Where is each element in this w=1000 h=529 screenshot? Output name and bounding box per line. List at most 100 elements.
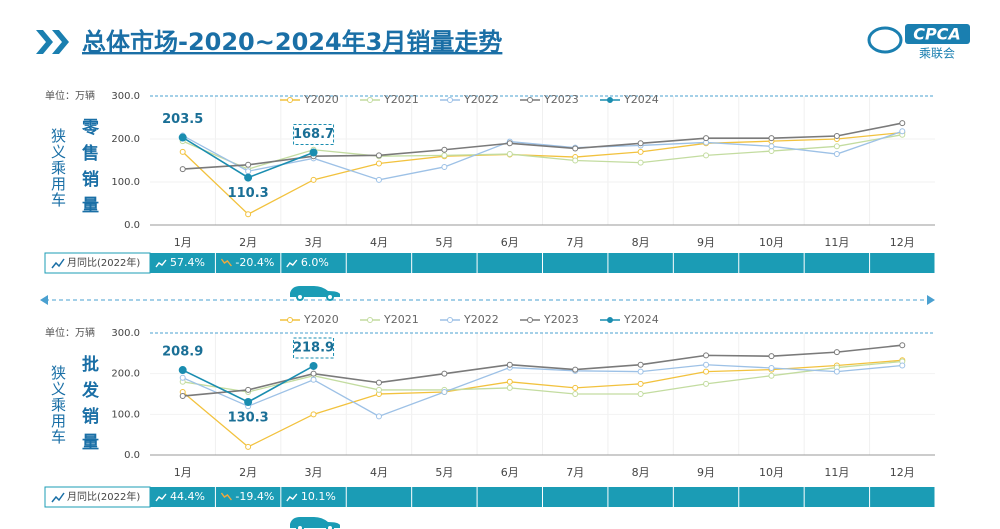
- y-tick-label: 300.0: [111, 91, 140, 102]
- yoy-cell: [543, 487, 608, 507]
- legend-marker: [527, 97, 533, 103]
- yoy-value: 57.4%: [170, 256, 205, 269]
- point: [179, 166, 186, 173]
- point: [441, 370, 448, 377]
- car-wheel: [326, 524, 334, 529]
- legend-marker: [287, 97, 293, 103]
- legend-marker: [447, 317, 453, 323]
- x-tick-label: 11月: [824, 236, 849, 249]
- legend-marker: [367, 317, 373, 323]
- point: [703, 352, 710, 359]
- point: [179, 148, 186, 155]
- x-tick-label: 1月: [174, 236, 192, 249]
- legend-label: Y2020: [303, 93, 339, 106]
- segment-label: 狭义乘用车: [49, 128, 67, 208]
- point: [703, 135, 710, 142]
- x-tick-label: 3月: [305, 466, 323, 479]
- legend-marker: [527, 317, 533, 323]
- point: [572, 366, 579, 373]
- x-tick-label: 4月: [370, 236, 388, 249]
- data-label: 208.9: [162, 345, 203, 360]
- point: [637, 140, 644, 147]
- point: [441, 388, 448, 395]
- point: [375, 176, 382, 183]
- point: [833, 349, 840, 356]
- yoy-label: 月同比(2022年): [67, 256, 140, 269]
- series-line: [182, 131, 903, 216]
- yoy-cell: [543, 253, 608, 273]
- data-label: 110.3: [228, 186, 269, 201]
- point: [833, 132, 840, 139]
- x-tick-label: 12月: [890, 466, 915, 479]
- y-tick-label: 200.0: [111, 134, 140, 145]
- legend-label: Y2023: [543, 313, 579, 326]
- point: [572, 391, 579, 397]
- yoy-icon: [155, 493, 167, 502]
- point: [245, 168, 252, 175]
- point: [309, 148, 318, 157]
- yoy-icon: [286, 493, 298, 502]
- y-tick-label: 0.0: [124, 450, 140, 461]
- unit-label: 单位：万辆: [45, 326, 95, 339]
- page-title: 总体市场-2020~2024年3月销量走势: [82, 28, 502, 56]
- point: [309, 361, 318, 370]
- car-wheel: [296, 293, 304, 301]
- logo-mark: [867, 26, 903, 54]
- x-tick-label: 8月: [632, 236, 650, 249]
- x-tick-label: 9月: [697, 236, 715, 249]
- legend-marker: [367, 97, 373, 103]
- point: [703, 380, 710, 387]
- point: [310, 176, 317, 183]
- yoy-cell: [215, 253, 281, 273]
- yoy-cell: [804, 487, 870, 507]
- x-tick-label: 4月: [370, 466, 388, 479]
- series-line: [182, 344, 903, 397]
- point: [637, 391, 644, 397]
- point: [245, 211, 252, 218]
- legend-label: Y2022: [463, 313, 499, 326]
- yoy-cell: [673, 253, 739, 273]
- point: [375, 160, 382, 167]
- chart-title: 零售销量: [78, 118, 100, 222]
- legend-marker: [607, 97, 613, 103]
- legend-label: Y2024: [623, 313, 659, 326]
- yoy-cell: [346, 253, 412, 273]
- yoy-cell: [477, 487, 542, 507]
- yoy-value: 6.0%: [301, 256, 329, 269]
- point: [572, 157, 579, 164]
- x-tick-label: 10月: [759, 466, 784, 479]
- x-tick-label: 10月: [759, 236, 784, 249]
- point: [637, 361, 644, 368]
- point: [506, 140, 513, 147]
- car-wheel: [296, 524, 304, 529]
- data-label: 218.9: [293, 340, 334, 355]
- yoy-cell: [673, 487, 739, 507]
- point: [441, 163, 448, 170]
- x-tick-label: 6月: [501, 236, 519, 249]
- yoy-cell: [739, 253, 804, 273]
- yoy-cell: [608, 253, 673, 273]
- point: [506, 378, 513, 385]
- data-label: 168.7: [293, 127, 334, 142]
- series-line: [182, 134, 903, 170]
- point: [245, 161, 252, 168]
- legend-marker: [607, 317, 613, 323]
- yoy-label-box: [44, 486, 151, 508]
- yoy-value: -19.4%: [235, 490, 274, 503]
- yoy-cell: [412, 253, 477, 273]
- point: [833, 368, 840, 375]
- point: [375, 386, 382, 393]
- point: [441, 146, 448, 153]
- point: [637, 159, 644, 166]
- point: [899, 342, 906, 349]
- x-tick-label: 5月: [435, 236, 453, 249]
- legend-marker: [447, 97, 453, 103]
- point: [768, 364, 775, 371]
- yoy-label-box: [44, 252, 151, 274]
- point: [441, 152, 448, 159]
- point: [833, 151, 840, 158]
- point: [899, 362, 906, 369]
- yoy-cell: [870, 253, 935, 273]
- yoy-cell: [870, 487, 935, 507]
